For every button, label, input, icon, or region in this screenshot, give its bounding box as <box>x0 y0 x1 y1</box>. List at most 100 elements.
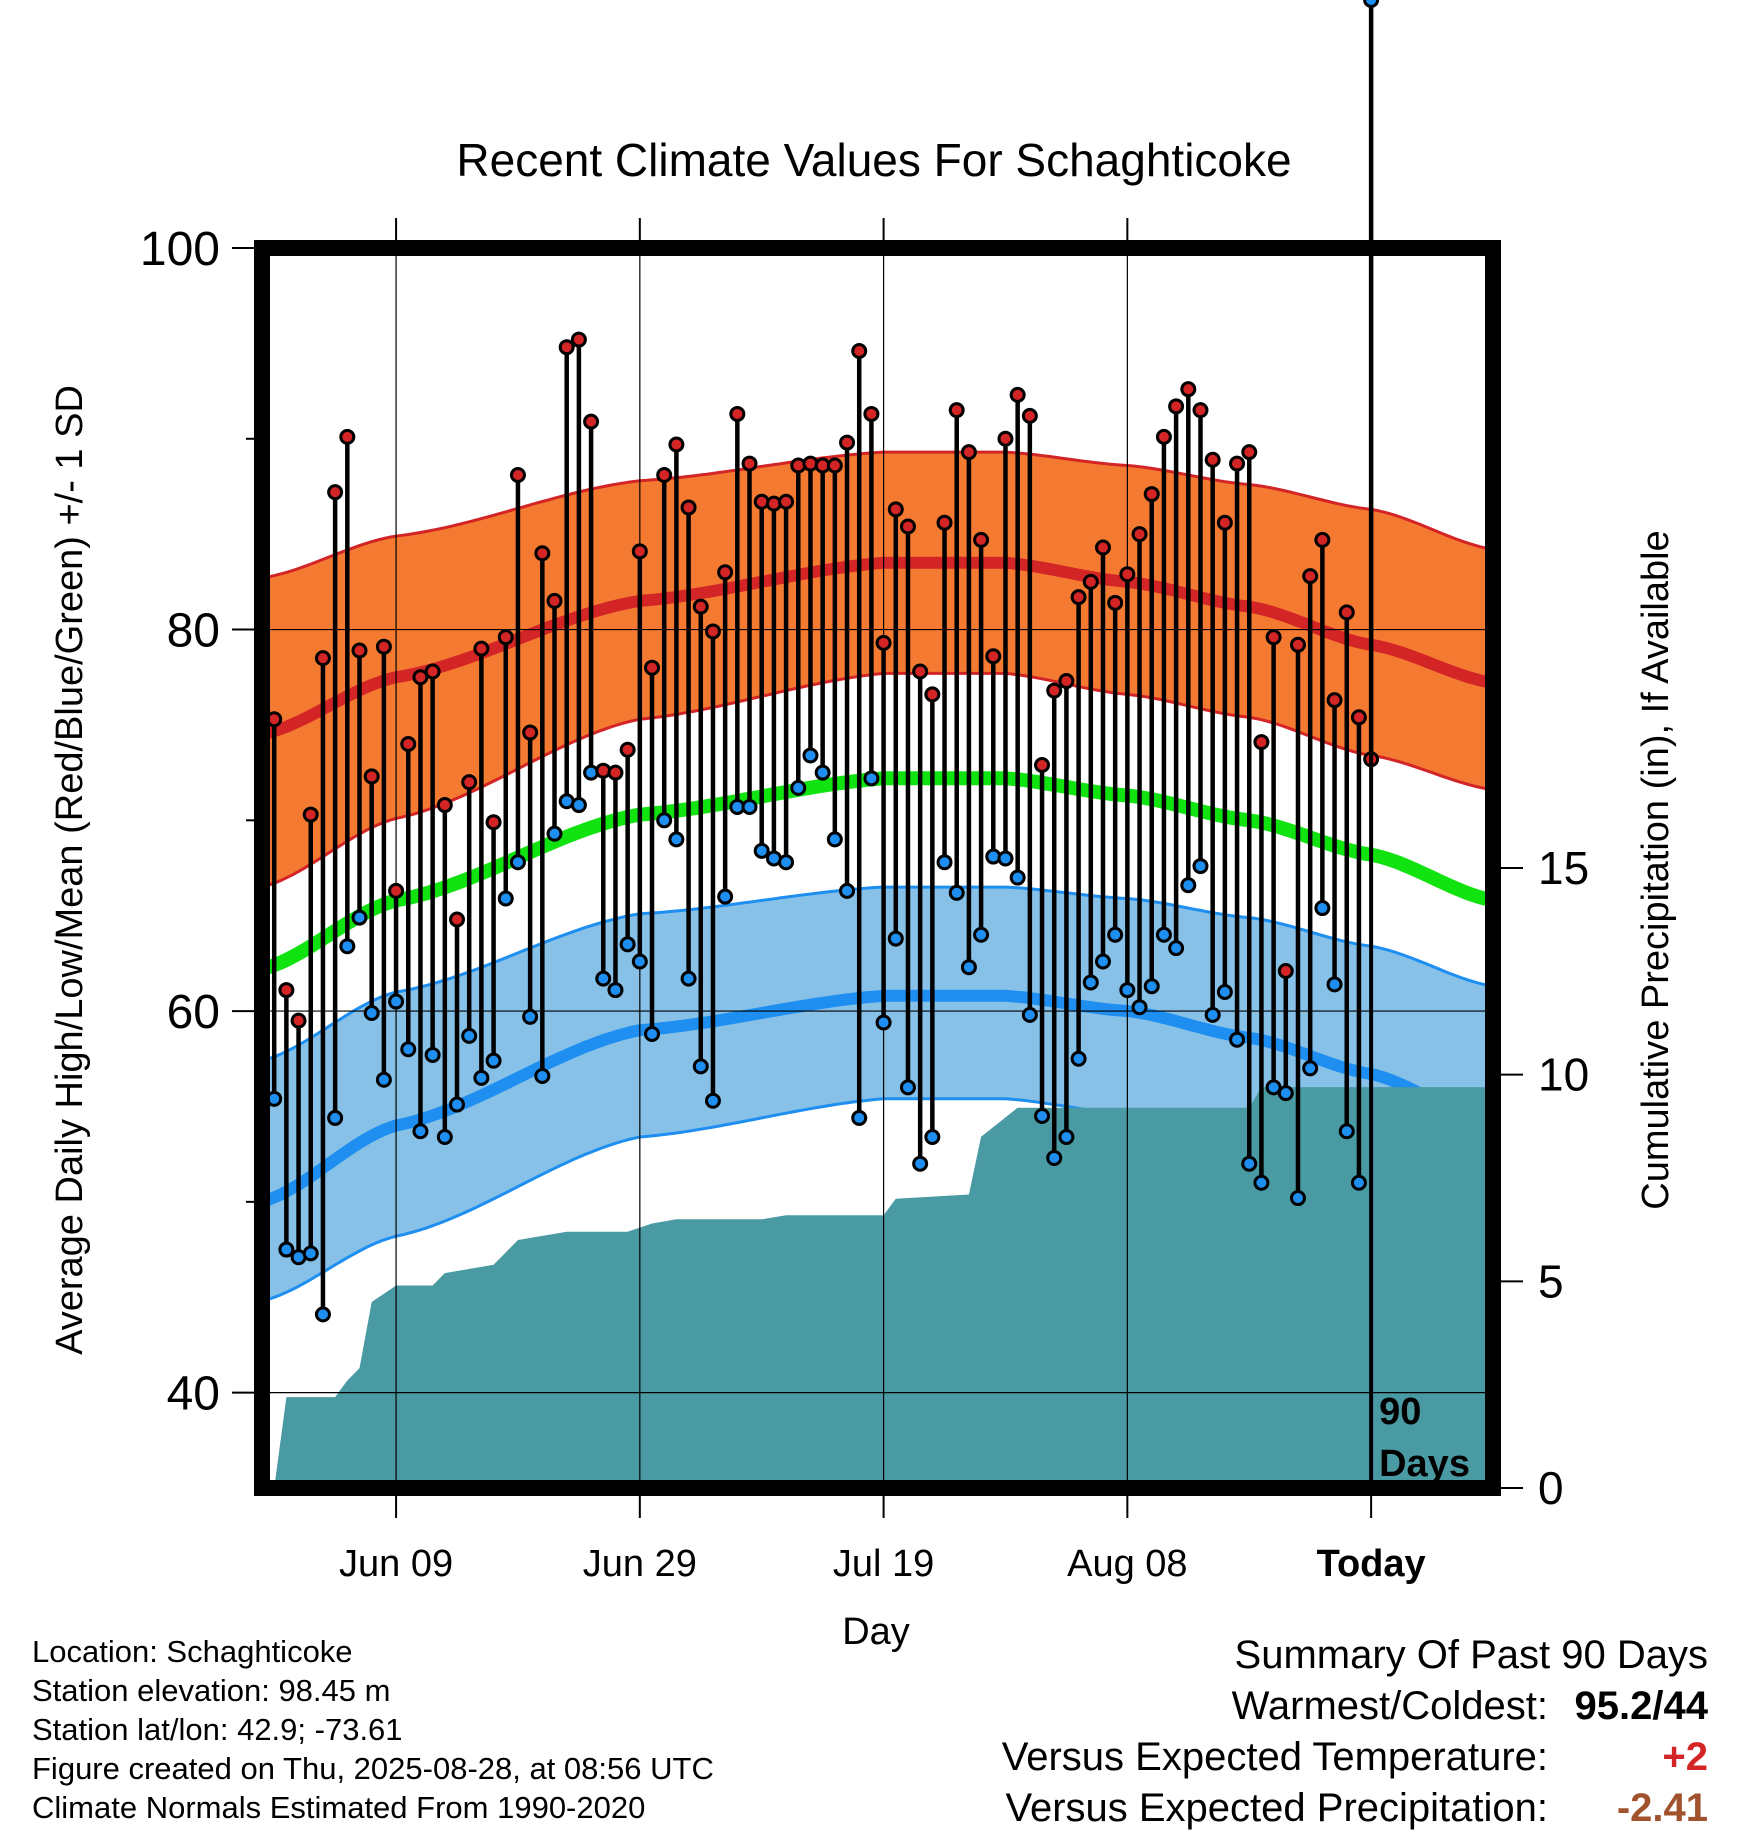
daily-high-point <box>400 736 417 752</box>
y2-tick-label: 10 <box>1538 1049 1589 1101</box>
y-tick-label: 100 <box>140 223 220 276</box>
daily-high-point <box>1265 629 1282 646</box>
daily-low-point <box>899 1079 916 1096</box>
daily-low-point <box>1021 1006 1038 1023</box>
daily-low-point <box>692 1058 709 1075</box>
daily-high-point <box>1338 604 1355 621</box>
x-tick-label: Aug 08 <box>1067 1543 1187 1585</box>
daily-low-point <box>863 770 880 787</box>
daily-high-point <box>973 531 990 548</box>
daily-low-point <box>717 888 734 905</box>
daily-low-point <box>375 1071 392 1088</box>
daily-high-point <box>717 564 734 581</box>
daily-low-point <box>851 1109 868 1126</box>
daily-low-point <box>1241 1155 1258 1172</box>
daily-low-point <box>351 909 368 926</box>
daily-low-point <box>1070 1050 1087 1067</box>
daily-high-point <box>1229 455 1246 472</box>
y-tick-label: 60 <box>167 986 220 1039</box>
x-tick-label: Today <box>1317 1543 1426 1585</box>
daily-low-point <box>314 1306 331 1323</box>
daily-low-point <box>1253 1174 1270 1191</box>
daily-low-point <box>363 1004 380 1021</box>
daily-low-point <box>875 1014 892 1031</box>
x-tick-label: Jul 19 <box>833 1543 934 1585</box>
daily-low-point <box>1326 976 1343 993</box>
station-info: Location: Schaghticoke Station elevation… <box>32 1632 714 1827</box>
daily-low-point <box>1289 1190 1306 1207</box>
y2-tick-label: 15 <box>1538 842 1589 894</box>
daily-high-point <box>948 402 965 419</box>
daily-low-point <box>1094 953 1111 970</box>
daily-high-point <box>631 543 648 560</box>
daily-low-point <box>1314 900 1331 917</box>
summary-panel: Summary Of Past 90 Days Warmest/Coldest:… <box>808 1630 1708 1834</box>
daily-high-point <box>656 467 673 484</box>
daily-high-point <box>1326 692 1343 709</box>
daily-low-point <box>1277 1085 1294 1102</box>
daily-high-point <box>936 514 953 531</box>
daily-points <box>266 0 1380 1323</box>
daily-high-point <box>1009 386 1026 403</box>
daily-high-point <box>729 405 746 422</box>
daily-high-point <box>424 663 441 680</box>
daily-high-point <box>1094 539 1111 556</box>
daily-low-point <box>1363 0 1380 8</box>
daily-range-bars <box>271 0 1374 1315</box>
daily-low-point <box>814 764 831 781</box>
daily-high-point <box>473 640 490 657</box>
location-text: Location: Schaghticoke <box>32 1634 353 1669</box>
daily-high-point <box>388 882 405 899</box>
daily-high-point <box>668 436 685 453</box>
daily-low-point <box>534 1067 551 1084</box>
daily-high-point <box>1192 402 1209 419</box>
daily-low-point <box>1350 1174 1367 1191</box>
daily-high-point <box>351 642 368 659</box>
daily-low-point <box>400 1041 417 1058</box>
daily-low-point <box>388 993 405 1010</box>
daily-low-point <box>936 854 953 871</box>
daily-low-point <box>327 1109 344 1126</box>
daily-low-point <box>1009 869 1026 886</box>
daily-high-point <box>997 430 1014 447</box>
daily-low-point <box>960 959 977 976</box>
daily-high-point <box>509 467 526 484</box>
daily-low-point <box>753 842 770 859</box>
daily-high-point <box>302 806 319 823</box>
daily-high-point <box>1034 756 1051 773</box>
daily-low-point <box>997 850 1014 867</box>
daily-low-point <box>839 882 856 899</box>
daily-high-point <box>497 629 514 646</box>
daily-low-point <box>1265 1079 1282 1096</box>
daily-low-point <box>790 779 807 796</box>
daily-high-point <box>680 499 697 516</box>
daily-high-point <box>692 598 709 615</box>
daily-high-point <box>1107 594 1124 611</box>
precip-value: -2.41 <box>1616 1786 1708 1830</box>
daily-high-point <box>887 501 904 518</box>
daily-low-point <box>619 936 636 953</box>
daily-low-point <box>607 982 624 999</box>
daily-low-point <box>802 747 819 764</box>
daily-high-point <box>863 405 880 422</box>
daily-high-point <box>985 648 1002 665</box>
warmest-value: 95.2 <box>1574 1684 1653 1728</box>
daily-high-point <box>1131 526 1148 543</box>
daily-high-point <box>1119 566 1136 583</box>
daily-high-point <box>1216 514 1233 531</box>
daily-high-point <box>461 774 478 791</box>
daily-low-point <box>497 890 514 907</box>
daily-high-point <box>826 457 843 474</box>
daily-low-point <box>644 1025 661 1042</box>
precip-label: Versus Expected Precipitation: <box>1005 1786 1548 1830</box>
daily-high-point <box>704 623 721 640</box>
daily-low-point <box>1046 1149 1063 1166</box>
daily-high-point <box>839 434 856 451</box>
normal-high-band-upper-edge <box>261 450 1494 580</box>
temp-value: +2 <box>1662 1735 1708 1779</box>
normal-high-line <box>260 556 1495 741</box>
daily-high-point <box>1058 673 1075 690</box>
daily-low-point <box>924 1128 941 1145</box>
daily-low-point <box>436 1128 453 1145</box>
